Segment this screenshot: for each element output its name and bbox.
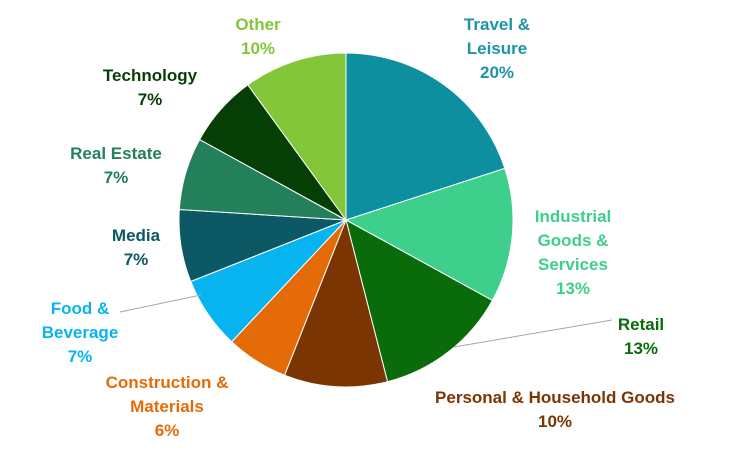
slice-label-other: Other 10% xyxy=(235,15,281,58)
slice-value-label: 10% xyxy=(241,39,275,58)
slice-name-label: Goods & xyxy=(538,231,609,250)
slice-name-label: Materials xyxy=(130,397,204,416)
slice-value-label: 6% xyxy=(155,421,180,440)
slice-label-industrial-goods-and-services: Industrial Goods & Services 13% xyxy=(535,207,612,298)
slice-name-label: Food & xyxy=(51,299,110,318)
slice-name-label: Personal & Household Goods xyxy=(435,388,675,407)
slice-value-label: 7% xyxy=(68,347,93,366)
slice-name-label: Retail xyxy=(618,315,664,334)
slice-label-technology: Technology 7% xyxy=(103,66,198,109)
slice-value-label: 7% xyxy=(104,168,129,187)
pie-slice-retail xyxy=(345,219,494,383)
slice-name-label: Real Estate xyxy=(70,144,162,163)
slice-name-label: Technology xyxy=(103,66,198,85)
slice-value-label: 20% xyxy=(480,63,514,82)
slice-label-construction-and-materials: Construction & Materials 6% xyxy=(106,373,229,440)
slice-name-label: Services xyxy=(538,255,608,274)
leader-line-retail xyxy=(453,319,613,348)
slice-label-personal-and-household-goods: Personal & Household Goods 10% xyxy=(435,388,675,431)
slice-value-label: 7% xyxy=(124,250,149,269)
slice-value-label: 13% xyxy=(556,279,590,298)
pie-slice-other xyxy=(247,52,347,222)
slice-value-label: 10% xyxy=(538,412,572,431)
pie-slice-personal-and-household-goods xyxy=(283,218,389,388)
pie-slice-industrial-goods-and-services xyxy=(344,167,514,302)
pie-slice-travel-and-leisure xyxy=(345,52,506,221)
slice-label-real-estate: Real Estate 7% xyxy=(70,144,162,187)
slice-value-label: 13% xyxy=(624,339,658,358)
slice-value-label: 7% xyxy=(138,90,163,109)
slice-name-label: Other xyxy=(235,15,281,34)
slice-label-retail: Retail 13% xyxy=(618,315,664,358)
slice-name-label: Industrial xyxy=(535,207,612,226)
slice-label-travel-and-leisure: Travel & Leisure 20% xyxy=(464,15,530,82)
slice-name-label: Travel & xyxy=(464,15,530,34)
slice-name-label: Construction & xyxy=(106,373,229,392)
slice-name-label: Beverage xyxy=(42,323,119,342)
slice-name-label: Leisure xyxy=(467,39,527,58)
leader-line-food-and-beverage xyxy=(119,294,202,313)
slice-label-food-and-beverage: Food & Beverage 7% xyxy=(42,299,119,366)
slice-label-media: Media 7% xyxy=(112,226,161,269)
slice-name-label: Media xyxy=(112,226,161,245)
